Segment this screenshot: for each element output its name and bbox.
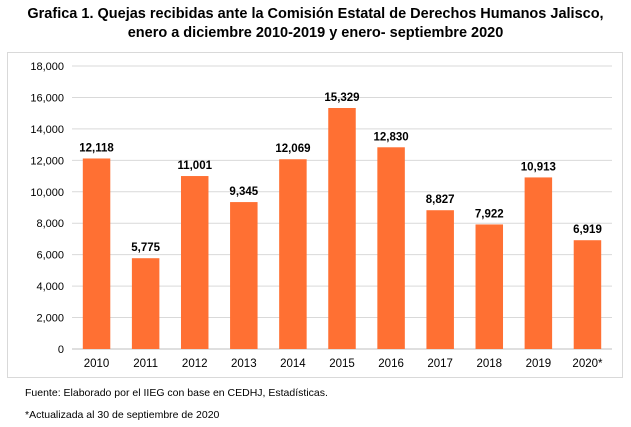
x-tick-label: 2019 <box>526 358 552 370</box>
y-tick-label: 10,000 <box>30 187 64 199</box>
data-label: 7,922 <box>475 208 504 220</box>
data-label: 5,775 <box>131 242 160 254</box>
data-label: 15,329 <box>324 92 359 104</box>
y-tick-label: 8,000 <box>36 218 64 230</box>
data-label: 12,069 <box>275 143 310 155</box>
data-label: 9,345 <box>229 186 258 198</box>
x-tick-label: 2015 <box>329 358 355 370</box>
x-tick-label: 2020* <box>572 358 603 370</box>
bar <box>230 202 258 349</box>
footnote: *Actualizada al 30 de septiembre de 2020 <box>25 409 220 421</box>
data-label: 6,919 <box>573 224 602 236</box>
y-tick-label: 12,000 <box>30 155 64 167</box>
chart-title: Grafica 1. Quejas recibidas ante la Comi… <box>0 5 631 43</box>
y-tick-label: 0 <box>58 344 64 356</box>
x-tick-label: 2011 <box>133 358 158 370</box>
x-tick-label: 2014 <box>280 358 306 370</box>
bar <box>426 210 454 349</box>
y-tick-label: 6,000 <box>36 250 64 262</box>
source-note: Fuente: Elaborado por el IIEG con base e… <box>25 387 328 399</box>
data-label: 12,830 <box>373 131 408 143</box>
bar <box>475 224 504 349</box>
y-tick-label: 2,000 <box>36 313 64 325</box>
y-tick-label: 18,000 <box>30 61 64 73</box>
x-tick-label: 2012 <box>182 358 208 370</box>
bar <box>279 159 307 349</box>
bar <box>180 176 209 349</box>
bar <box>573 240 602 349</box>
data-label: 10,913 <box>521 161 556 173</box>
data-label: 11,001 <box>177 160 212 172</box>
bar <box>82 158 111 349</box>
x-tick-label: 2018 <box>476 358 502 370</box>
y-tick-label: 14,000 <box>30 124 64 136</box>
data-label: 8,827 <box>426 194 455 206</box>
x-tick-label: 2013 <box>231 358 257 370</box>
bar <box>377 147 405 349</box>
y-tick-label: 4,000 <box>36 281 64 293</box>
chart-frame <box>7 52 623 378</box>
chart-title-line-1: Grafica 1. Quejas recibidas ante la Comi… <box>27 6 604 22</box>
x-tick-label: 2017 <box>427 358 453 370</box>
bar <box>524 177 553 349</box>
data-label: 12,118 <box>79 142 114 154</box>
bar <box>131 258 160 349</box>
x-tick-label: 2010 <box>84 358 110 370</box>
y-tick-label: 16,000 <box>30 92 64 104</box>
bar <box>328 107 356 350</box>
chart-title-line-2: enero a diciembre 2010-2019 y enero- sep… <box>127 25 504 41</box>
x-tick-label: 2016 <box>378 358 404 370</box>
